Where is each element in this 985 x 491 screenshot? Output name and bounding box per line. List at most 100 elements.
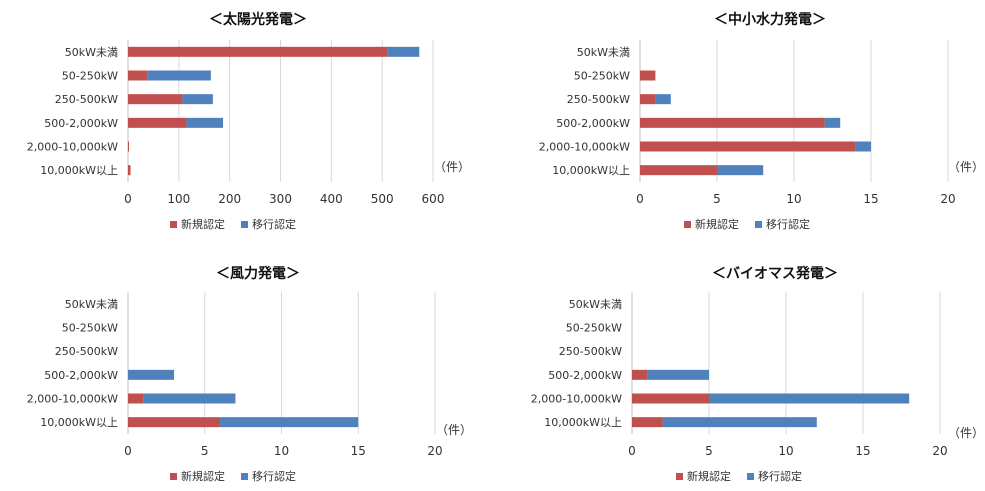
category-label: 50-250kW bbox=[566, 322, 622, 335]
x-tick-label: 500 bbox=[371, 192, 394, 206]
bar-segment-transfer bbox=[128, 369, 175, 380]
category-label: 250-500kW bbox=[559, 345, 622, 358]
bar-segment-transfer bbox=[182, 94, 213, 105]
legend-label-new: 新規認定 bbox=[695, 217, 739, 231]
unit-label: （件） bbox=[436, 423, 472, 437]
bar-segment-new bbox=[128, 117, 187, 128]
legend-swatch-new bbox=[170, 473, 177, 480]
legend-swatch-new bbox=[684, 221, 691, 228]
bar-segment-transfer bbox=[709, 393, 910, 404]
x-tick-label: 0 bbox=[124, 192, 132, 206]
legend-label-transfer: 移行認定 bbox=[766, 217, 810, 231]
bar-segment-new bbox=[128, 46, 388, 57]
category-label: 2,000-10,000kW bbox=[539, 141, 630, 154]
chart-panel-1: ＜太陽光発電＞ 0 100 200 300 400 500 600 50kW未満 50-250kW… bbox=[27, 11, 470, 231]
legend-label-new: 新規認定 bbox=[181, 217, 225, 231]
x-tick-label: 20 bbox=[427, 444, 442, 458]
bar-segment-transfer bbox=[824, 117, 841, 128]
x-tick-label: 300 bbox=[269, 192, 292, 206]
x-tick-label: 5 bbox=[713, 192, 721, 206]
x-tick-label: 5 bbox=[705, 444, 713, 458]
bar-segment-new bbox=[128, 165, 131, 176]
legend-label-new: 新規認定 bbox=[181, 469, 225, 483]
legend-swatch-new bbox=[170, 221, 177, 228]
chart-title: ＜バイオマス発電＞ bbox=[712, 265, 838, 282]
x-tick-label: 0 bbox=[636, 192, 644, 206]
x-tick-label: 100 bbox=[167, 192, 190, 206]
bar-segment-new bbox=[128, 393, 144, 404]
bar-segment-transfer bbox=[662, 417, 817, 428]
legend-swatch-transfer bbox=[241, 473, 248, 480]
unit-label: （件） bbox=[434, 160, 470, 174]
category-label: 500-2,000kW bbox=[44, 117, 118, 130]
category-label: 10,000kW以上 bbox=[544, 416, 622, 429]
chart-panel-3: ＜風力発電＞ 0 5 10 15 20 50kW未満 50-250kW 250-500kW 500… bbox=[27, 265, 472, 483]
category-label: 250-500kW bbox=[567, 93, 630, 106]
chart-panel-4: ＜バイオマス発電＞ 0 5 10 15 20 50kW未満 50-250kW 250-500kW… bbox=[531, 265, 984, 483]
bar-segment-transfer bbox=[647, 369, 709, 380]
chart-title: ＜太陽光発電＞ bbox=[209, 11, 307, 28]
x-tick-label: 10 bbox=[786, 192, 801, 206]
legend-label-transfer: 移行認定 bbox=[252, 469, 296, 483]
x-tick-label: 400 bbox=[320, 192, 343, 206]
bar-segment-new bbox=[128, 417, 221, 428]
legend-swatch-new bbox=[676, 473, 683, 480]
legend-label-new: 新規認定 bbox=[687, 469, 731, 483]
category-label: 250-500kW bbox=[55, 93, 118, 106]
bar-segment-new bbox=[640, 141, 856, 152]
category-label: 500-2,000kW bbox=[556, 117, 630, 130]
bar-segment-transfer bbox=[387, 46, 420, 57]
x-tick-label: 15 bbox=[855, 444, 870, 458]
bar-segment-new bbox=[640, 117, 825, 128]
category-label: 50kW未満 bbox=[569, 298, 622, 311]
bar-segment-new bbox=[632, 393, 709, 404]
bar-segment-new bbox=[632, 417, 663, 428]
category-label: 2,000-10,000kW bbox=[531, 393, 622, 406]
x-tick-label: 600 bbox=[422, 192, 445, 206]
category-label: 500-2,000kW bbox=[44, 369, 118, 382]
x-tick-label: 20 bbox=[932, 444, 947, 458]
chart-title: ＜中小水力発電＞ bbox=[714, 11, 826, 28]
legend-swatch-transfer bbox=[747, 473, 754, 480]
x-tick-label: 0 bbox=[124, 444, 132, 458]
bar-segment-transfer bbox=[855, 141, 871, 152]
x-tick-label: 20 bbox=[940, 192, 955, 206]
x-tick-label: 15 bbox=[863, 192, 878, 206]
bar-segment-transfer bbox=[147, 70, 211, 81]
bar-segment-new bbox=[632, 369, 648, 380]
legend-swatch-transfer bbox=[241, 221, 248, 228]
bar-segment-transfer bbox=[143, 393, 236, 404]
chart-title: ＜風力発電＞ bbox=[216, 265, 300, 282]
legend-label-transfer: 移行認定 bbox=[252, 217, 296, 231]
category-label: 50kW未満 bbox=[577, 46, 630, 59]
category-label: 50kW未満 bbox=[65, 298, 118, 311]
bar-segment-transfer bbox=[186, 117, 224, 128]
chart-panel-2: ＜中小水力発電＞ 0 5 10 15 20 50kW未満 50-250kW 250-500kW 5… bbox=[539, 11, 984, 231]
category-label: 250-500kW bbox=[55, 345, 118, 358]
category-label: 10,000kW以上 bbox=[40, 416, 118, 429]
bar-segment-new bbox=[640, 70, 656, 81]
category-label: 10,000kW以上 bbox=[552, 164, 630, 177]
bar-segment-new bbox=[128, 141, 129, 152]
legend-label-transfer: 移行認定 bbox=[758, 469, 802, 483]
category-label: 50-250kW bbox=[574, 70, 630, 83]
x-tick-label: 10 bbox=[778, 444, 793, 458]
bar-segment-transfer bbox=[220, 417, 359, 428]
x-tick-label: 0 bbox=[628, 444, 636, 458]
category-label: 50-250kW bbox=[62, 70, 118, 83]
category-label: 500-2,000kW bbox=[548, 369, 622, 382]
category-label: 50kW未満 bbox=[65, 46, 118, 59]
bar-segment-new bbox=[128, 70, 148, 81]
x-tick-label: 200 bbox=[218, 192, 241, 206]
bar-segment-new bbox=[128, 94, 183, 105]
bar-segment-new bbox=[640, 165, 717, 176]
category-label: 10,000kW以上 bbox=[40, 164, 118, 177]
category-label: 2,000-10,000kW bbox=[27, 141, 118, 154]
category-label: 2,000-10,000kW bbox=[27, 393, 118, 406]
bar-segment-transfer bbox=[655, 94, 671, 105]
x-tick-label: 10 bbox=[274, 444, 289, 458]
bar-segment-new bbox=[640, 94, 656, 105]
legend-swatch-transfer bbox=[755, 221, 762, 228]
unit-label: （件） bbox=[948, 160, 984, 174]
